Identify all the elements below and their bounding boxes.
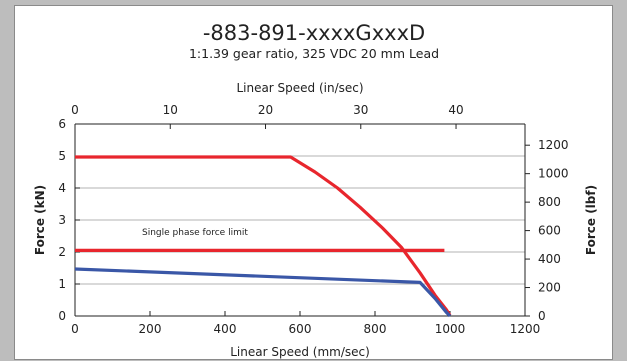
chart-title: -883-891-xxxxGxxxD: [203, 21, 425, 45]
y-tick-label-2: 2: [58, 245, 66, 259]
chart-frame: -883-891-xxxxGxxxD 1:1.39 gear ratio, 32…: [14, 5, 613, 360]
series-line-2: [74, 267, 452, 318]
x2-tick-label-3: 30: [353, 103, 368, 117]
x-tick-label-1: 200: [139, 322, 162, 336]
x-tick-label-0: 0: [71, 322, 79, 336]
x2-tick-label-4: 40: [448, 103, 463, 117]
x-axis-label: Linear Speed (mm/sec): [230, 345, 370, 359]
grid-lines: [75, 123, 525, 317]
y-tick-label-1: 1: [58, 277, 66, 291]
y2-tick-label-1: 200: [538, 281, 561, 295]
series-line-0: [75, 155, 452, 317]
y-tick-label-4: 4: [58, 181, 66, 195]
x-tick-label-6: 1200: [510, 322, 541, 336]
y2-tick-label-5: 1000: [538, 167, 569, 181]
y2-tick-label-0: 0: [538, 309, 546, 323]
y-tick-label-6: 6: [58, 117, 66, 131]
x2-axis-label: Linear Speed (in/sec): [236, 81, 363, 95]
chart-subtitle: 1:1.39 gear ratio, 325 VDC 20 mm Lead: [189, 46, 439, 61]
x2-tick-label-0: 0: [71, 103, 79, 117]
x-tick-label-3: 600: [289, 322, 312, 336]
y2-tick-label-4: 800: [538, 195, 561, 209]
y-tick-label-5: 5: [58, 149, 66, 163]
chart-svg: -883-891-xxxxGxxxD 1:1.39 gear ratio, 32…: [33, 21, 598, 359]
y2-tick-label-6: 1200: [538, 138, 569, 152]
series-lines: [74, 155, 452, 318]
y-tick-label-3: 3: [58, 213, 66, 227]
y-tick-label-0: 0: [58, 309, 66, 323]
y2-tick-label-2: 400: [538, 252, 561, 266]
x2-tick-label-1: 10: [163, 103, 178, 117]
force-limit-annotation: Single phase force limit: [142, 228, 248, 238]
x2-tick-label-2: 20: [258, 103, 273, 117]
y-axis-label: Force (kN): [33, 185, 47, 255]
y2-axis-label: Force (lbf): [584, 185, 598, 255]
x-tick-label-5: 1000: [435, 322, 466, 336]
x-tick-label-2: 400: [214, 322, 237, 336]
y2-tick-label-3: 600: [538, 224, 561, 238]
x-tick-label-4: 800: [364, 322, 387, 336]
